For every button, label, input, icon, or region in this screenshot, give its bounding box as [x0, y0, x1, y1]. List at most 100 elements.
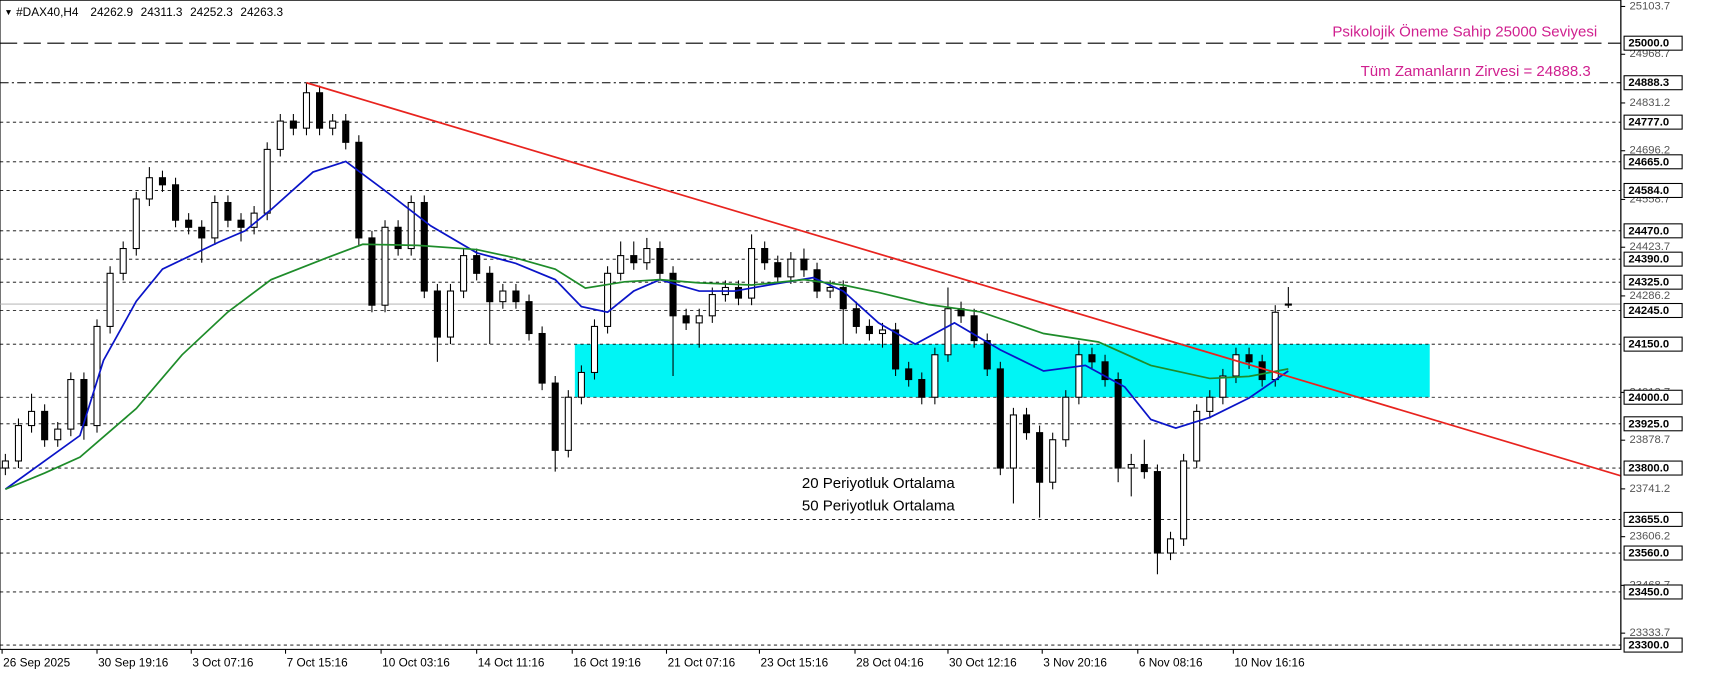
candle-body [1193, 410, 1201, 462]
level-label-box [1623, 389, 1683, 405]
plot-area [0, 42, 1621, 646]
x-tick-label: 30 Oct 12:16 [949, 656, 1017, 670]
candle-body [1245, 354, 1253, 363]
candle-body [1101, 361, 1109, 381]
x-tick-label: 30 Sep 19:16 [98, 656, 169, 670]
level-label-box [1623, 511, 1683, 527]
candle-body [748, 248, 756, 299]
moving-average [4, 160, 1289, 490]
candle-body [158, 177, 167, 186]
candle-body [1153, 471, 1161, 554]
ohlc-close: 24263.3 [240, 5, 283, 19]
level-label: 23655.0 [1628, 514, 1669, 526]
candle-body [14, 425, 23, 462]
level-label-box [1623, 336, 1683, 352]
candle-body [944, 308, 952, 356]
x-tick-label: 10 Nov 16:16 [1234, 656, 1305, 670]
level-label: 23300.0 [1628, 640, 1669, 652]
level-label: 24000.0 [1628, 392, 1669, 404]
candle-body [355, 141, 363, 239]
candle-body [1, 460, 9, 469]
candle-body [1232, 354, 1240, 377]
candle-body [1206, 396, 1214, 412]
candle-body [263, 148, 271, 214]
candle-body [787, 258, 795, 278]
candle-body [538, 332, 546, 384]
candle-body [316, 92, 324, 129]
candle-body [734, 286, 743, 299]
level-label: 24665.0 [1628, 156, 1669, 168]
candle-body [1049, 439, 1057, 483]
ohlc-high: 24311.3 [141, 5, 183, 19]
candle-body [892, 329, 900, 370]
candle-body [473, 255, 481, 274]
candle-body [656, 248, 664, 274]
level-label: 24777.0 [1628, 117, 1669, 129]
level-label-box [1623, 416, 1683, 432]
y-tick-label: 24831.2 [1629, 97, 1670, 109]
legend-entry: 20 Periyotluk Ortalama [802, 475, 956, 492]
candle-body [237, 219, 245, 228]
candle-body [865, 325, 873, 335]
candle-body [931, 354, 939, 398]
annotation: Tüm Zamanların Zirvesi = 24888.3 [1361, 63, 1591, 80]
candle-body [119, 248, 127, 274]
candle-body [630, 255, 638, 264]
candle-body [446, 290, 455, 338]
candle-body [486, 272, 494, 303]
level-label: 24584.0 [1628, 185, 1669, 197]
level-label-box [1623, 460, 1683, 476]
candle-body [145, 177, 153, 200]
level-label: 23560.0 [1628, 548, 1669, 560]
x-tick-label: 28 Oct 04:16 [856, 656, 924, 670]
candle-body [1127, 463, 1135, 469]
candle-body [551, 382, 559, 451]
level-label-box [1623, 545, 1683, 561]
candle-body [460, 255, 468, 292]
ohlc-open: 24262.9 [90, 5, 133, 19]
level-label-box [1623, 302, 1683, 319]
level-label: 23800.0 [1628, 463, 1669, 475]
level-label-box [1623, 154, 1683, 170]
moving-average [5, 243, 1289, 491]
candle-body [433, 290, 441, 338]
level-label-box [1623, 114, 1683, 130]
x-tick-label: 26 Sep 2025 [3, 656, 70, 670]
plot-frame [0, 0, 1622, 650]
candle-body [289, 120, 297, 129]
candle-body [878, 329, 887, 335]
x-tick-label: 3 Nov 20:16 [1043, 656, 1107, 670]
level-label: 24888.3 [1628, 77, 1669, 89]
level-label: 24325.0 [1628, 277, 1669, 289]
candle-body [905, 368, 913, 381]
x-tick-label: 6 Nov 08:16 [1139, 656, 1203, 670]
candle-body [499, 290, 507, 303]
trendline [306, 81, 1621, 477]
level-label-box [1623, 75, 1683, 91]
candle-body [302, 92, 311, 129]
candle-body [617, 255, 625, 274]
y-tick-label: 24696.2 [1629, 145, 1670, 157]
candle-body [1219, 375, 1227, 398]
candle-body [577, 371, 585, 398]
candle-body [1284, 303, 1292, 306]
candle-body [800, 258, 808, 271]
level-label-box [1623, 35, 1683, 51]
candle-body [1258, 361, 1266, 381]
level-label: 24150.0 [1628, 339, 1669, 351]
level-label: 23925.0 [1628, 418, 1669, 430]
candle-body [93, 325, 101, 427]
level-label: 24470.0 [1628, 225, 1669, 237]
level-label-box [1623, 223, 1683, 239]
candle-body [211, 201, 219, 239]
candle-body [708, 294, 716, 317]
candle-body [1271, 311, 1279, 381]
candle-body [695, 315, 703, 324]
y-tick-label: 24286.2 [1629, 290, 1670, 302]
candle-body [996, 368, 1004, 469]
candle-body [1062, 396, 1070, 441]
candle-body [669, 272, 677, 317]
y-tick-label: 25103.7 [1629, 0, 1670, 12]
candle-body [224, 201, 232, 221]
ohlc-low: 24252.3 [190, 5, 233, 19]
